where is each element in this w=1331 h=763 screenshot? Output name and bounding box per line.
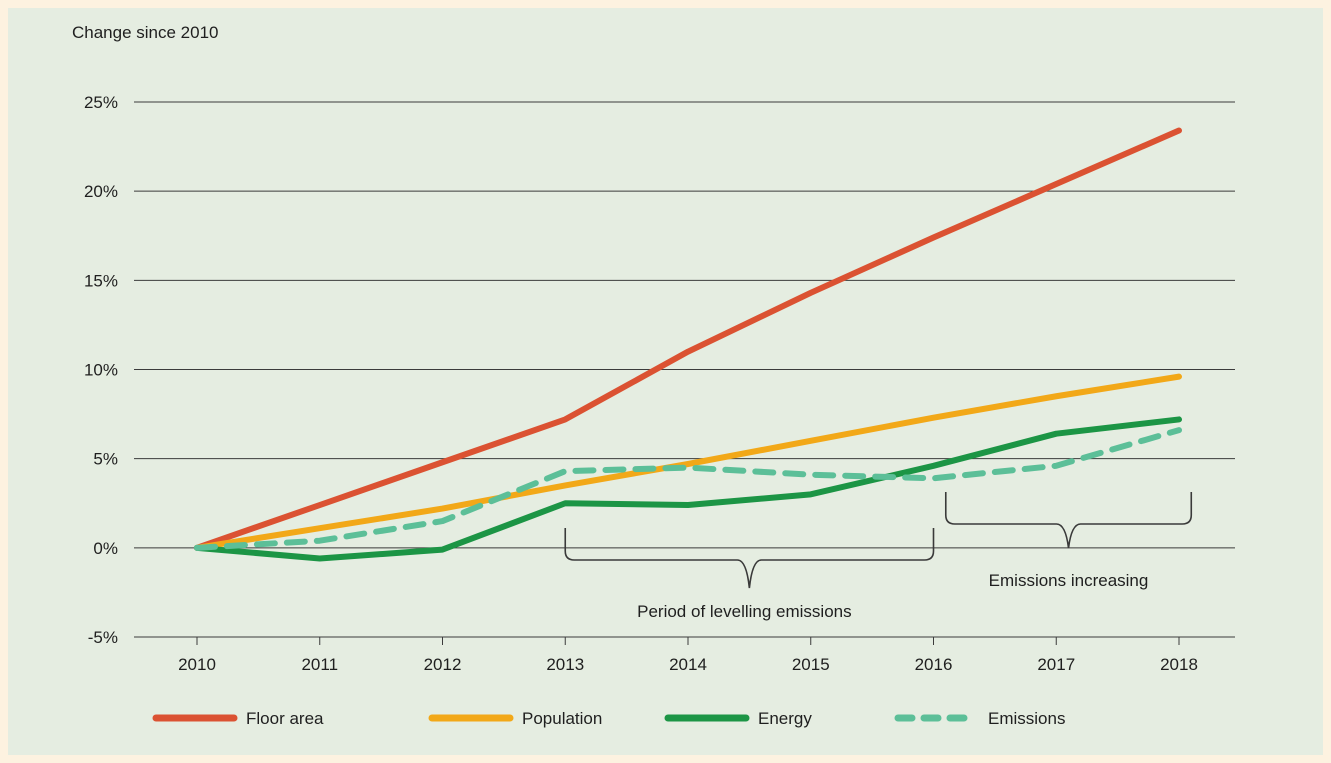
series-line-energy: [194, 416, 1182, 562]
x-tick-label: 2015: [792, 655, 830, 674]
series-line-emissions: [194, 427, 1182, 551]
y-tick-label: 5%: [93, 450, 118, 469]
x-tick-label: 2014: [669, 655, 707, 674]
x-tick-label: 2017: [1037, 655, 1075, 674]
annotation-brace-levelling: [564, 528, 935, 589]
y-tick-label: 0%: [93, 539, 118, 558]
y-tick-label: 15%: [84, 271, 118, 290]
series-line-floor-area: [194, 127, 1182, 551]
y-tick-label: -5%: [88, 628, 118, 647]
x-tick-label: 2012: [424, 655, 462, 674]
y-tick-label: 25%: [84, 93, 118, 112]
x-tick-label: 2013: [546, 655, 584, 674]
legend-label: Emissions: [988, 709, 1065, 728]
annotation-brace-increasing: [944, 492, 1193, 549]
y-tick-label: 20%: [84, 182, 118, 201]
legend-label: Population: [522, 709, 602, 728]
annotation-levelling-emissions: Period of levelling emissions: [637, 602, 852, 621]
y-axis-label: Change since 2010: [72, 23, 219, 42]
annotation-emissions-increasing: Emissions increasing: [989, 571, 1149, 590]
x-tick-label: 2010: [178, 655, 216, 674]
legend-label: Energy: [758, 709, 812, 728]
chart-panel: Change since 2010 -5% 0% 5% 10% 15% 20% 25% 20…: [8, 8, 1323, 755]
series-line-population: [194, 373, 1182, 551]
x-tick-label: 2011: [301, 655, 338, 674]
x-tick-label: 2016: [915, 655, 953, 674]
x-tick-label: 2018: [1160, 655, 1198, 674]
y-tick-label: 10%: [84, 361, 118, 380]
line-chart: Change since 2010 -5% 0% 5% 10% 15% 20% 25% 20…: [72, 23, 1235, 728]
legend-label: Floor area: [246, 709, 324, 728]
